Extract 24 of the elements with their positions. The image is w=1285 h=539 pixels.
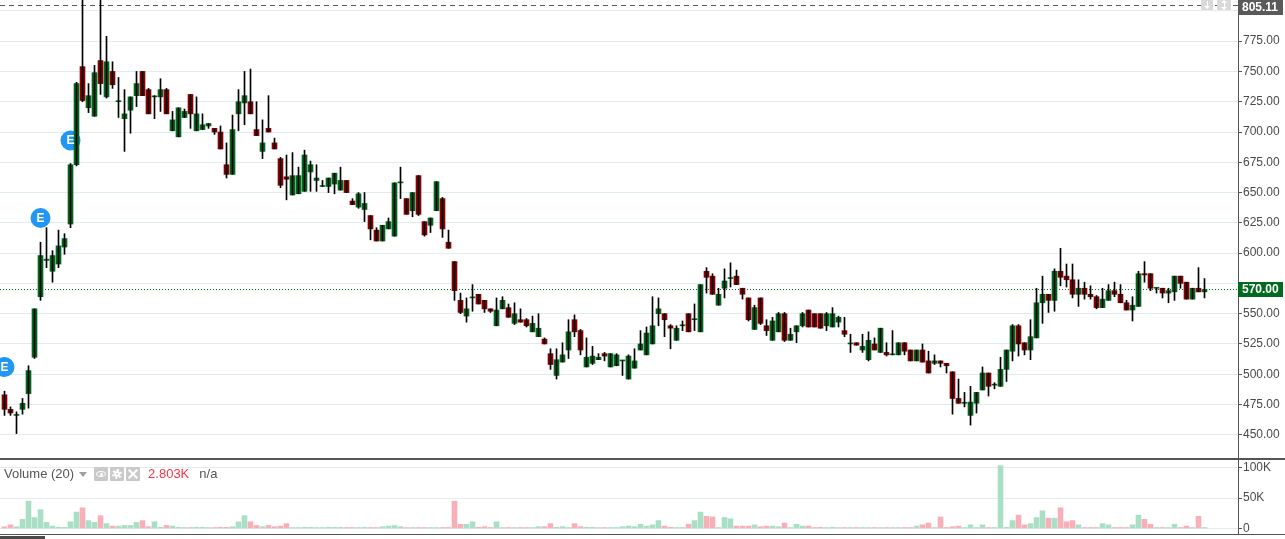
data-label: E [36,210,45,225]
y-tick-label: 600.00 [1243,245,1281,260]
y-tick-label: 775.00 [1243,33,1281,48]
y-tick-label: 100K [1243,459,1272,474]
ref-line-label: 805.11 [1242,0,1279,15]
y-tick-label: 675.00 [1243,154,1281,169]
y-tick-label: 725.00 [1243,94,1281,109]
annotation: 2.803K [148,465,190,481]
y-tick-label: 700.00 [1243,124,1281,139]
y-tick-label: 750.00 [1243,63,1281,78]
y-tick-label: 50K [1243,490,1265,505]
data-label: E [66,133,75,148]
y-tick-label: 500.00 [1243,366,1281,381]
ref-line-label: 570.00 [1242,282,1280,297]
y-tick-label: 650.00 [1243,184,1281,199]
y-tick-label: 525.00 [1243,336,1281,351]
annotation: n/a [199,465,219,481]
y-tick-label: 475.00 [1243,396,1281,411]
y-tick-label: 550.00 [1243,305,1281,320]
y-tick-label: 450.00 [1243,427,1281,442]
data-label: E [0,359,9,374]
y-tick-label: 0 [1243,520,1250,535]
text: Volume (20) [4,465,75,481]
y-tick-label: 625.00 [1243,215,1281,230]
